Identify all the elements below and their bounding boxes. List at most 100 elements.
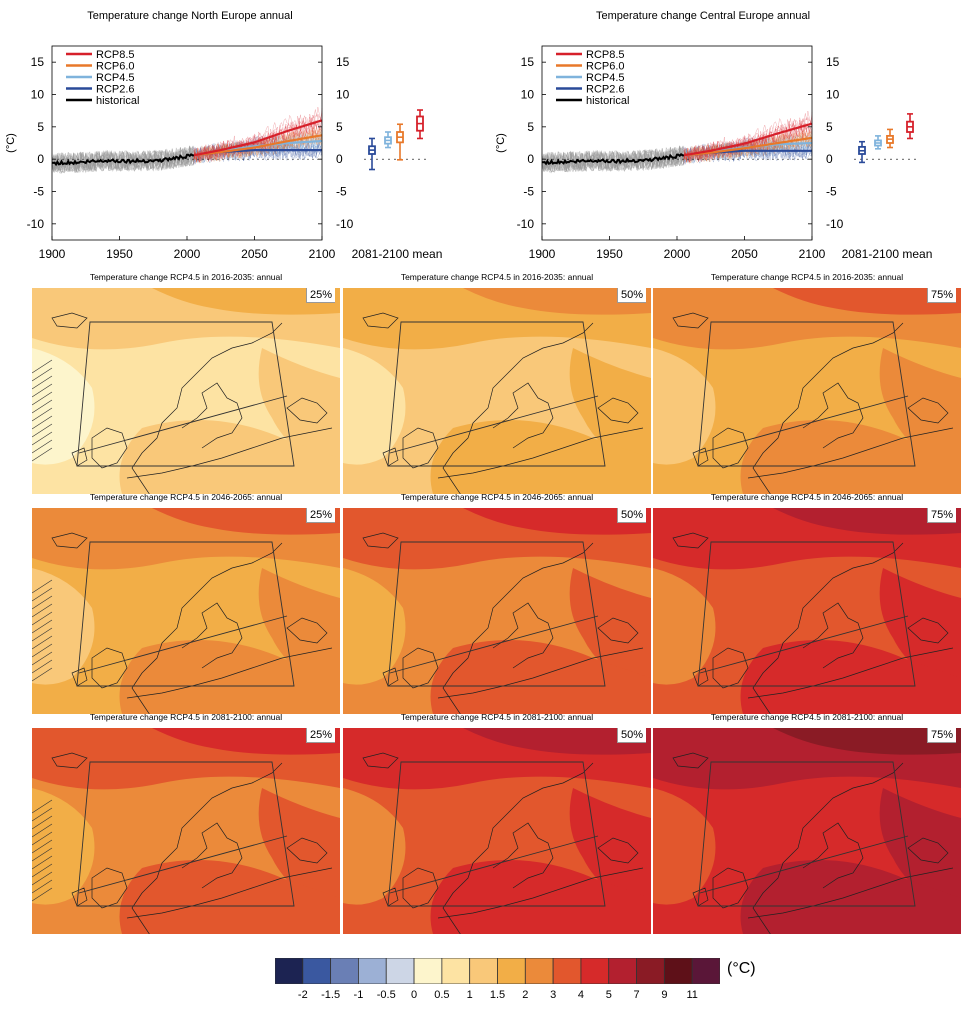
map-contour xyxy=(569,568,651,688)
percentile-label: 50% xyxy=(617,288,647,303)
map-field xyxy=(32,508,340,714)
colorbar-swatch xyxy=(413,957,443,985)
map-contour xyxy=(152,288,340,315)
coastline xyxy=(907,617,949,644)
region-divider xyxy=(78,835,288,894)
colorbar-tick-label: 4 xyxy=(577,989,584,1001)
map-panel xyxy=(32,508,340,714)
coastline xyxy=(382,887,399,907)
coastline xyxy=(597,397,639,424)
coastline xyxy=(362,752,399,769)
coastline xyxy=(672,312,709,329)
coastline xyxy=(747,867,954,919)
hatch-line xyxy=(32,847,53,862)
legend-entry: historical xyxy=(96,95,139,107)
coastline xyxy=(712,867,749,909)
historical-member-line xyxy=(51,147,195,173)
percentile-label: 50% xyxy=(617,728,647,743)
map-panel xyxy=(653,288,961,494)
map-title: Temperature change RCP4.5 in 2046-2065: … xyxy=(89,492,283,502)
region-divider xyxy=(78,395,288,454)
coastline xyxy=(362,532,399,549)
map-contour xyxy=(430,860,651,934)
legend-entry: RCP8.5 xyxy=(96,49,135,61)
hatch-line xyxy=(32,375,53,390)
map-contour xyxy=(119,860,340,934)
colorbar-swatch xyxy=(580,957,610,985)
x-tick-label: 2100 xyxy=(309,247,336,261)
map-field xyxy=(32,288,340,494)
map-contour xyxy=(773,288,961,315)
map-panel xyxy=(343,728,651,934)
coastline xyxy=(181,822,243,889)
projection-member-line xyxy=(193,139,323,162)
colorbar-tick-label: 2 xyxy=(522,989,529,1001)
y-tick-label-left: -5 xyxy=(523,185,534,199)
map-contour xyxy=(430,640,651,714)
coastline xyxy=(131,762,283,934)
hatch-line xyxy=(32,439,53,454)
coastline xyxy=(402,647,439,689)
projection-member-line xyxy=(683,140,813,162)
coastline xyxy=(402,427,439,469)
percentile-label: 75% xyxy=(927,728,957,743)
y-tick-label-right: -10 xyxy=(826,217,844,231)
coastline xyxy=(131,322,283,494)
colorbar-swatch xyxy=(441,957,471,985)
hatch-line xyxy=(32,643,53,658)
colorbar-tick-label: 1 xyxy=(466,989,473,1001)
coastline xyxy=(672,532,709,549)
coastline xyxy=(91,647,128,689)
map-title: Temperature change RCP4.5 in 2046-2065: … xyxy=(710,492,904,502)
y-tick-label-right: 15 xyxy=(336,55,350,69)
legend-entry: RCP2.6 xyxy=(586,84,625,96)
percentile-label: 25% xyxy=(306,508,336,523)
projection-member-line xyxy=(683,143,813,164)
map-contour xyxy=(32,568,95,685)
hatch-line xyxy=(32,635,53,650)
legend-entry: RCP2.6 xyxy=(96,84,135,96)
region-outline xyxy=(697,541,916,687)
map-panel xyxy=(343,508,651,714)
map-title: Temperature change RCP4.5 in 2046-2065: … xyxy=(400,492,594,502)
coastline xyxy=(442,762,594,934)
hatch-line xyxy=(32,595,53,610)
colorbar-tick-label: 1.5 xyxy=(489,989,506,1001)
hatch-line xyxy=(32,399,53,414)
colorbar-swatch xyxy=(636,957,665,985)
coastline xyxy=(362,312,399,329)
colorbar-swatch xyxy=(385,957,415,985)
coastline xyxy=(51,312,88,329)
y-tick-label-right: 15 xyxy=(826,55,840,69)
region-divider xyxy=(699,835,909,894)
map-contour xyxy=(343,568,406,685)
coastline xyxy=(286,837,328,864)
map-contour xyxy=(773,508,961,535)
region-divider xyxy=(389,835,599,894)
hatch-line xyxy=(32,415,53,430)
coastline xyxy=(442,542,594,714)
coastline xyxy=(126,427,333,479)
projection-member-line xyxy=(683,144,813,163)
map-field xyxy=(343,508,651,714)
y-tick-label-right: -10 xyxy=(336,217,354,231)
hatch-line xyxy=(32,367,53,382)
y-tick-label-left: -10 xyxy=(27,217,45,231)
region-outline xyxy=(387,321,606,467)
coastline xyxy=(752,762,904,934)
region-outline xyxy=(76,321,295,467)
box-label: 2081-2100 mean xyxy=(352,247,443,261)
colorbar-tick-label: 0 xyxy=(411,989,418,1001)
projection-member-line xyxy=(193,132,323,159)
map-title: Temperature change RCP4.5 in 2081-2100: … xyxy=(89,712,283,722)
colorbar-swatch xyxy=(663,957,693,985)
y-tick-label-left: 0 xyxy=(527,152,534,166)
ts-central-title: Temperature change Central Europe annual xyxy=(595,10,811,22)
colorbar-swatch xyxy=(358,957,387,985)
map-contour xyxy=(740,640,961,714)
coastline xyxy=(692,887,709,907)
hatch-line xyxy=(32,447,53,462)
map-field xyxy=(343,288,651,494)
colorbar-swatch xyxy=(330,957,359,985)
hatch-line xyxy=(32,423,53,438)
